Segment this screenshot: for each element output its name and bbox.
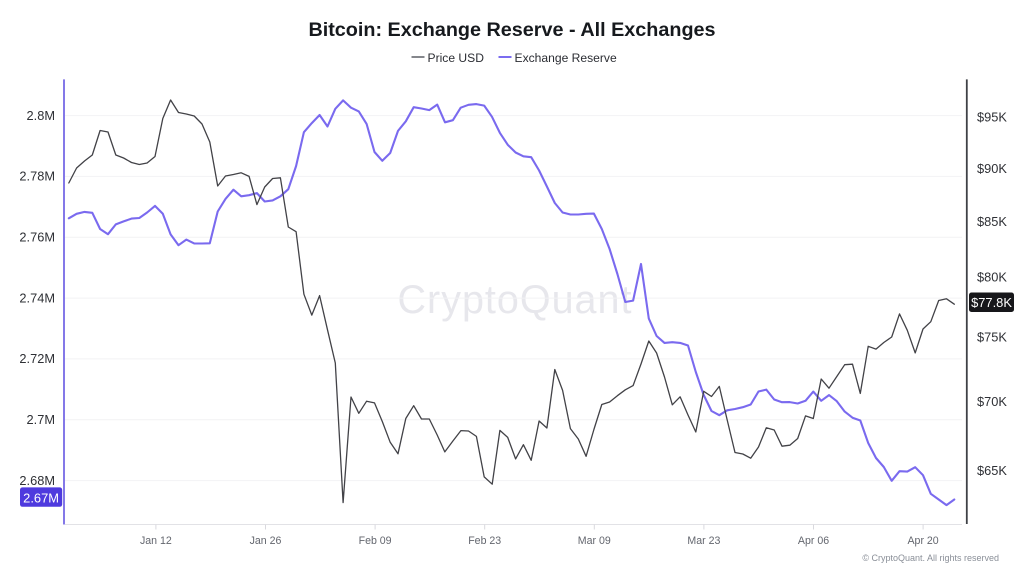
svg-text:$80K: $80K: [977, 269, 1007, 284]
svg-text:$90K: $90K: [977, 161, 1007, 176]
svg-text:2.7M: 2.7M: [27, 412, 55, 427]
svg-text:Apr 06: Apr 06: [798, 535, 829, 547]
svg-text:Mar 23: Mar 23: [687, 535, 720, 547]
svg-text:Exchange Reserve: Exchange Reserve: [515, 51, 617, 65]
svg-text:2.72M: 2.72M: [19, 351, 55, 366]
svg-text:$65K: $65K: [977, 463, 1007, 478]
svg-text:2.78M: 2.78M: [19, 169, 55, 184]
svg-text:Bitcoin: Exchange Reserve - Al: Bitcoin: Exchange Reserve - All Exchange…: [308, 19, 715, 41]
svg-text:Jan 12: Jan 12: [140, 535, 172, 547]
svg-text:2.74M: 2.74M: [19, 290, 55, 305]
svg-text:Apr 20: Apr 20: [907, 535, 938, 547]
svg-text:$70K: $70K: [977, 394, 1007, 409]
svg-text:© CryptoQuant. All rights rese: © CryptoQuant. All rights reserved: [862, 553, 999, 563]
svg-text:Mar 09: Mar 09: [578, 535, 611, 547]
svg-text:$75K: $75K: [977, 330, 1007, 345]
svg-text:$95K: $95K: [977, 110, 1007, 125]
svg-text:$77.8K: $77.8K: [971, 295, 1012, 310]
svg-text:2.67M: 2.67M: [23, 491, 59, 506]
svg-text:CryptoQuant: CryptoQuant: [398, 278, 633, 322]
svg-text:Feb 09: Feb 09: [359, 535, 392, 547]
svg-text:Feb 23: Feb 23: [468, 535, 501, 547]
svg-text:Jan 26: Jan 26: [250, 535, 282, 547]
svg-text:2.8M: 2.8M: [27, 108, 55, 123]
svg-text:$85K: $85K: [977, 214, 1007, 229]
svg-text:2.76M: 2.76M: [19, 230, 55, 245]
svg-text:2.68M: 2.68M: [19, 473, 55, 488]
svg-text:Price USD: Price USD: [428, 51, 485, 65]
